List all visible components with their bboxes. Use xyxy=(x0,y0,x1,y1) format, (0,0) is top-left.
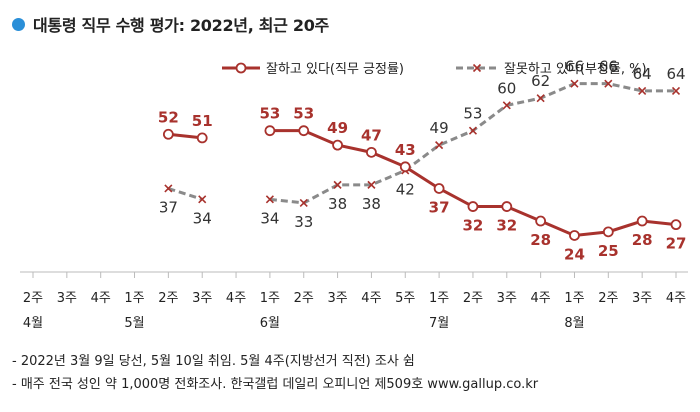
title-row: 대통령 직무 수행 평가: 2022년, 최근 20주 xyxy=(12,12,329,36)
negative-point-marker xyxy=(198,195,207,204)
positive-data-label: 49 xyxy=(327,119,348,137)
chart-title: 대통령 직무 수행 평가: 2022년, 최근 20주 xyxy=(33,16,329,35)
positive-point-marker xyxy=(501,201,513,212)
x-tick-label: 2주 xyxy=(294,291,314,306)
negative-data-label: 33 xyxy=(294,213,313,231)
negative-data-label: 64 xyxy=(633,65,652,83)
positive-point-marker xyxy=(670,219,682,231)
positive-data-label: 43 xyxy=(395,141,416,159)
x-tick-label: 1주 xyxy=(429,291,449,306)
month-label: 4월 xyxy=(23,316,43,331)
positive-point-marker xyxy=(298,125,310,137)
month-label: 8월 xyxy=(564,316,584,331)
positive-point-marker xyxy=(535,215,547,227)
legend-negative-label: 잘못하고 있다(부정률, %) xyxy=(504,62,647,77)
negative-data-label: 66 xyxy=(599,58,618,76)
positive-series-line xyxy=(168,132,203,140)
negative-data-label: 42 xyxy=(396,180,415,198)
positive-data-label: 28 xyxy=(530,231,551,249)
negative-data-label: 53 xyxy=(463,105,482,123)
negative-data-label: 37 xyxy=(159,198,178,216)
legend-negative-marker xyxy=(472,63,482,73)
footnote-1: - 2022년 3월 9일 당선, 5월 10일 취임. 5월 4주(지방선거 … xyxy=(12,354,415,369)
positive-point-marker xyxy=(399,161,411,173)
x-tick-label: 4주 xyxy=(531,291,551,306)
positive-data-label: 37 xyxy=(429,198,450,216)
x-tick-label: 2주 xyxy=(463,291,483,306)
x-tick-label: 4주 xyxy=(361,291,381,306)
negative-data-label: 60 xyxy=(497,79,516,97)
negative-data-label: 66 xyxy=(565,58,584,76)
positive-point-marker xyxy=(602,226,614,238)
x-tick-label: 3주 xyxy=(497,291,517,306)
positive-point-marker xyxy=(433,183,445,194)
positive-data-label: 32 xyxy=(463,217,484,235)
negative-point-marker xyxy=(299,198,308,208)
positive-data-label: 53 xyxy=(293,105,314,123)
footnotes: - 2022년 3월 9일 당선, 5월 10일 취임. 5월 4주(지방선거 … xyxy=(12,350,538,396)
positive-point-marker xyxy=(332,139,343,151)
negative-point-marker xyxy=(570,79,579,88)
negative-data-label: 38 xyxy=(328,195,347,213)
footnote-2: - 매주 전국 성인 약 1,000명 전화조사. 한국갤럽 데일리 오피니언 … xyxy=(12,377,539,392)
x-tick-label: 2주 xyxy=(598,291,618,306)
negative-point-marker xyxy=(536,94,545,103)
negative-data-label: 34 xyxy=(193,209,212,227)
positive-data-label: 24 xyxy=(564,245,585,263)
positive-point-marker xyxy=(196,132,208,144)
month-label: 7월 xyxy=(429,316,449,331)
positive-data-label: 27 xyxy=(666,235,687,253)
x-tick-label: 4주 xyxy=(666,291,686,306)
x-tick-label: 3주 xyxy=(192,291,212,306)
positive-data-label: 53 xyxy=(259,105,280,123)
negative-data-label: 62 xyxy=(531,72,550,90)
negative-point-marker xyxy=(671,86,681,95)
negative-data-label: 34 xyxy=(260,209,279,227)
x-tick-label: 5주 xyxy=(395,291,415,306)
x-tick-label: 1주 xyxy=(260,291,280,306)
positive-data-label: 52 xyxy=(158,108,179,126)
x-tick-label: 3주 xyxy=(632,291,652,306)
negative-data-label: 49 xyxy=(430,119,449,137)
negative-point-marker xyxy=(333,180,342,189)
negative-series-line xyxy=(167,187,203,201)
negative-point-marker xyxy=(265,195,274,204)
negative-data-label: 38 xyxy=(362,195,381,213)
negative-point-marker xyxy=(367,180,376,189)
legend-positive-marker xyxy=(235,62,247,74)
positive-data-label: 25 xyxy=(598,242,619,260)
positive-data-label: 32 xyxy=(496,217,517,235)
legend-positive-label: 잘하고 있다(직무 긍정률) xyxy=(266,62,404,77)
positive-point-marker xyxy=(366,146,377,158)
negative-point-marker xyxy=(604,79,613,88)
month-label: 5월 xyxy=(124,316,144,331)
title-bullet-icon xyxy=(12,17,25,31)
positive-data-label: 47 xyxy=(361,126,382,144)
negative-point-marker xyxy=(435,141,444,150)
positive-data-label: 51 xyxy=(192,112,213,130)
positive-point-marker xyxy=(264,125,276,137)
positive-data-label: 28 xyxy=(632,231,653,249)
x-tick-label: 2주 xyxy=(23,291,43,306)
negative-point-marker xyxy=(502,101,511,110)
x-tick-label: 4주 xyxy=(226,291,246,306)
positive-point-marker xyxy=(162,128,174,140)
x-tick-label: 1주 xyxy=(564,291,584,306)
negative-point-marker xyxy=(638,86,647,95)
month-label: 6월 xyxy=(260,316,280,331)
x-tick-label: 4주 xyxy=(91,291,111,306)
positive-point-marker xyxy=(636,215,648,227)
positive-point-marker xyxy=(569,230,580,241)
negative-data-label: 64 xyxy=(666,65,685,83)
positive-point-marker xyxy=(467,201,479,212)
x-tick-label: 2주 xyxy=(158,291,178,306)
x-tick-label: 1주 xyxy=(124,291,144,306)
negative-point-marker xyxy=(164,184,173,193)
negative-point-marker xyxy=(468,126,478,135)
x-tick-label: 3주 xyxy=(57,291,77,306)
x-tick-label: 3주 xyxy=(327,291,347,306)
